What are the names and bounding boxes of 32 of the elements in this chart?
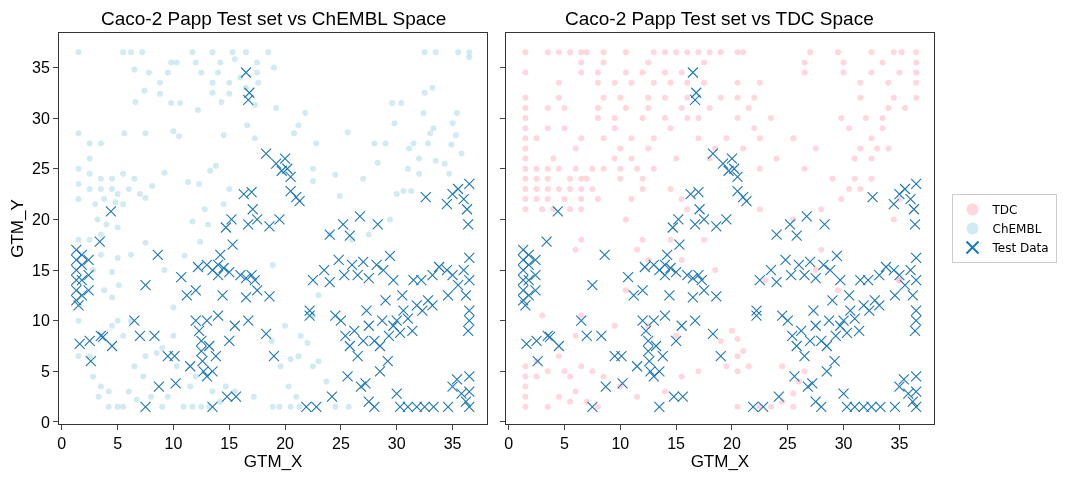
x-axis-title: GTM_X xyxy=(243,452,303,472)
legend-label: ChEMBL xyxy=(992,222,1042,237)
x-axis-title: GTM_X xyxy=(690,452,750,472)
legend-label: Test Data xyxy=(991,241,1049,256)
x-tick-label: 0 xyxy=(504,435,514,453)
x-tick-label: 20 xyxy=(276,435,295,453)
y-tick-label: 35 xyxy=(32,59,50,77)
legend-label: TDC xyxy=(991,203,1018,218)
y-tick-label: 0 xyxy=(40,413,50,431)
y-axis-title: GTM_Y xyxy=(7,199,27,258)
y-tick-label: 25 xyxy=(32,160,50,178)
x-tick-label: 5 xyxy=(560,435,570,453)
x-tick-label: 10 xyxy=(611,435,630,453)
chart-title: Caco-2 Papp Test set vs TDC Space xyxy=(565,8,874,29)
x-tick-label: 15 xyxy=(220,435,239,453)
x-tick-label: 30 xyxy=(834,435,853,453)
y-tick-label: 10 xyxy=(32,312,50,330)
x-tick-label: 35 xyxy=(890,435,909,453)
y-tick-label: 20 xyxy=(32,210,50,228)
x-tick-label: 25 xyxy=(331,435,350,453)
x-tick-label: 0 xyxy=(57,435,67,453)
y-tick-label: 5 xyxy=(40,362,50,380)
chart-title: Caco-2 Papp Test set vs ChEMBL Space xyxy=(101,8,447,29)
x-tick-label: 5 xyxy=(113,435,123,453)
y-tick-label: 30 xyxy=(32,109,50,127)
y-tick-label: 15 xyxy=(32,261,50,279)
x-tick-label: 10 xyxy=(164,435,183,453)
x-tick-label: 30 xyxy=(387,435,406,453)
x-tick-label: 20 xyxy=(723,435,741,453)
x-tick-label: 15 xyxy=(667,435,686,453)
x-tick-label: 25 xyxy=(778,435,797,453)
x-tick-label: 35 xyxy=(443,435,462,453)
